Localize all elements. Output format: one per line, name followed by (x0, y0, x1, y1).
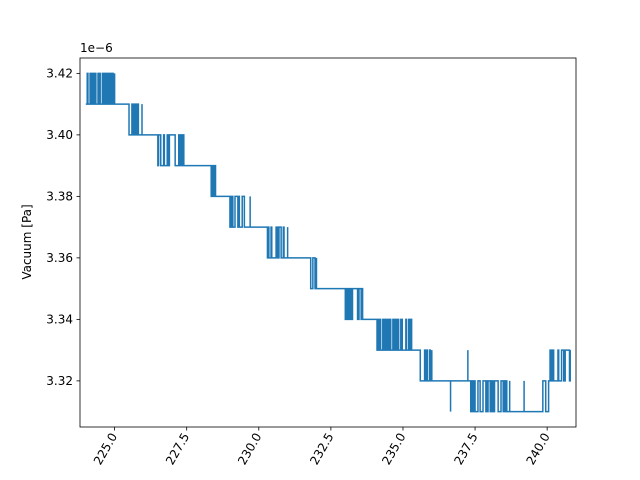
y-axis-label: Vacuum [Pa] (20, 204, 34, 279)
plot-area (85, 72, 571, 413)
y-tick-label: 3.42 (46, 66, 73, 80)
y-tick-label: 3.38 (46, 189, 73, 203)
series-line (85, 72, 571, 413)
series-layer (85, 72, 571, 413)
axes-frame (79, 57, 577, 428)
y-axis: 3.32 3.34 3.36 3.38 3.40 3.42 (46, 66, 80, 388)
y-tick-label: 3.34 (46, 312, 73, 326)
y-offset-text: 1e−6 (80, 41, 113, 55)
y-tick-label: 3.36 (46, 251, 73, 265)
y-tick-label: 3.32 (46, 374, 73, 388)
y-tick-label: 3.40 (46, 128, 73, 142)
